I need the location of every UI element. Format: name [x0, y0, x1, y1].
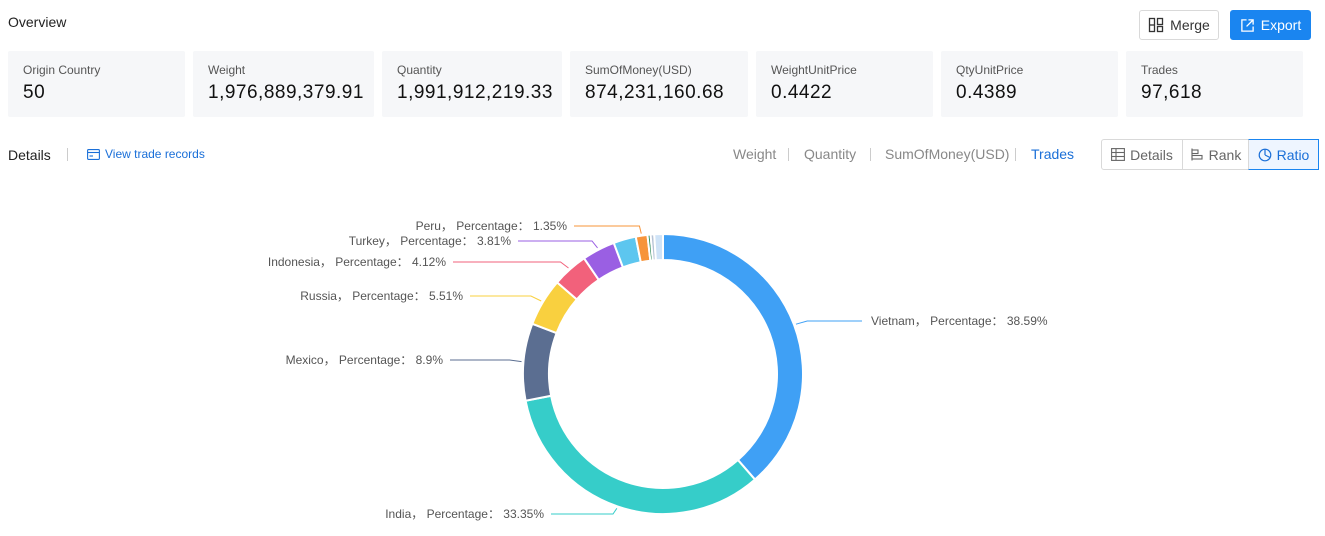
stat-card-quantity: Quantity 1,991,912,219.33	[382, 51, 562, 117]
stat-card-qty-unit-price: QtyUnitPrice 0.4389	[941, 51, 1118, 117]
view-mode-group: Details Rank Ratio	[1101, 139, 1319, 170]
slice-label-peru: Peru， Percentage： 1.35%	[416, 219, 568, 233]
slice-label-india: India， Percentage： 33.35%	[385, 507, 544, 521]
merge-button[interactable]: Merge	[1139, 10, 1219, 40]
stat-value: 0.4389	[956, 82, 1018, 103]
details-heading: Details	[8, 147, 51, 163]
stat-card-origin-country: Origin Country 50	[8, 51, 185, 117]
export-button[interactable]: Export	[1230, 10, 1311, 40]
donut-slice-india[interactable]	[524, 394, 757, 515]
table-icon	[1111, 148, 1126, 161]
page-title: Overview	[8, 14, 67, 30]
card-icon	[87, 148, 100, 160]
donut-slice-vietnam[interactable]	[662, 232, 804, 481]
view-trade-records-label: View trade records	[105, 147, 205, 161]
merge-label: Merge	[1170, 17, 1210, 33]
stat-label: Trades	[1141, 63, 1178, 77]
divider	[67, 148, 68, 161]
stat-value: 50	[23, 82, 46, 103]
label-leader-line	[453, 261, 569, 269]
slice-label-mexico: Mexico， Percentage： 8.9%	[286, 353, 444, 367]
stat-label: Quantity	[397, 63, 442, 77]
label-leader-line	[470, 295, 542, 302]
summary-stats: Origin Country 50 Weight 1,976,889,379.9…	[0, 51, 1325, 117]
export-icon	[1240, 18, 1254, 32]
view-ratio-label: Ratio	[1276, 146, 1310, 163]
export-label: Export	[1260, 17, 1302, 33]
overview-header: Overview Merge Export	[0, 0, 1325, 48]
stat-card-weight-unit-price: WeightUnitPrice 0.4422	[756, 51, 933, 117]
view-rank-button[interactable]: Rank	[1182, 140, 1249, 169]
bar-rank-icon	[1191, 148, 1203, 161]
stat-value: 97,618	[1141, 82, 1203, 103]
view-ratio-button[interactable]: Ratio	[1248, 139, 1319, 170]
slice-label-indonesia: Indonesia， Percentage： 4.12%	[268, 255, 446, 269]
stat-label: WeightUnitPrice	[771, 63, 857, 77]
divider	[1015, 148, 1016, 161]
label-leader-line	[518, 240, 598, 249]
label-leader-line	[795, 320, 862, 325]
merge-icon	[1149, 17, 1164, 33]
donut-chart-svg: Vietnam， Percentage： 38.59% India， Percen…	[268, 219, 1048, 521]
stat-label: QtyUnitPrice	[956, 63, 1024, 77]
label-leader-line	[450, 359, 522, 363]
stat-value: 1,991,912,219.33	[397, 82, 553, 103]
donut-slice-mexico[interactable]	[522, 322, 558, 402]
tab-trades[interactable]: Trades	[1031, 146, 1075, 162]
view-details-label: Details	[1130, 146, 1173, 163]
slice-label-turkey: Turkey， Percentage： 3.81%	[349, 234, 512, 248]
stat-card-trades: Trades 97,618	[1126, 51, 1303, 117]
ratio-donut-chart: Vietnam， Percentage： 38.59% India， Percen…	[0, 180, 1325, 536]
stat-label: SumOfMoney(USD)	[585, 63, 692, 77]
stat-value: 1,976,889,379.91	[208, 82, 364, 103]
divider	[870, 148, 871, 161]
divider	[788, 148, 789, 161]
label-leader-line	[574, 225, 642, 234]
stat-value: 874,231,160.68	[585, 82, 725, 103]
stat-label: Weight	[208, 63, 246, 77]
tab-quantity[interactable]: Quantity	[804, 146, 857, 162]
view-rank-label: Rank	[1208, 146, 1242, 163]
view-details-button[interactable]: Details	[1102, 140, 1182, 169]
slice-label-russia: Russia， Percentage： 5.51%	[300, 289, 463, 303]
stat-card-weight: Weight 1,976,889,379.91	[193, 51, 374, 117]
tab-weight[interactable]: Weight	[733, 146, 777, 162]
label-leader-line	[551, 508, 618, 515]
donut-slice[interactable]	[653, 232, 664, 262]
tab-sum-of-money[interactable]: SumOfMoney(USD)	[885, 146, 1010, 162]
stat-value: 0.4422	[771, 82, 833, 103]
pie-chart-icon	[1258, 148, 1272, 161]
slice-label-vietnam: Vietnam， Percentage： 38.59%	[871, 314, 1048, 328]
stat-card-sum-of-money: SumOfMoney(USD) 874,231,160.68	[570, 51, 748, 117]
view-trade-records-link[interactable]: View trade records	[87, 147, 205, 161]
details-toolbar: Details View trade records Weight Quanti…	[0, 138, 1325, 172]
stat-label: Origin Country	[23, 63, 101, 77]
